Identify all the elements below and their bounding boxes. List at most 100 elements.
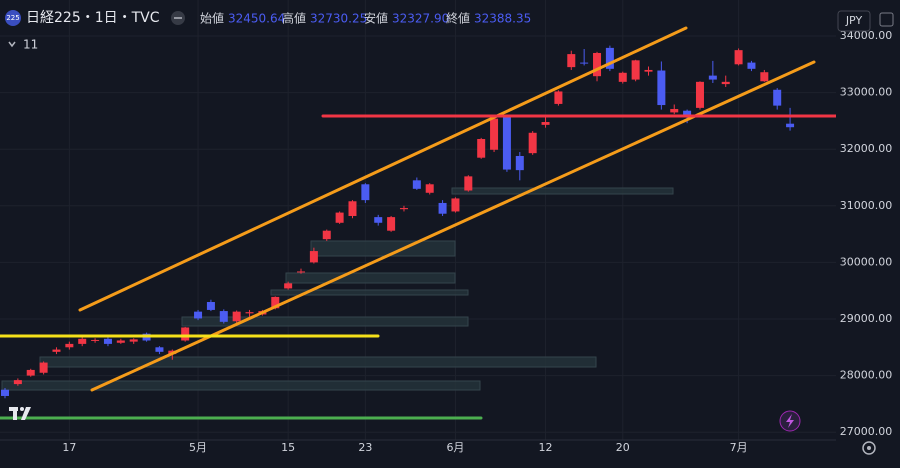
zone — [285, 272, 456, 284]
candle-body — [284, 283, 293, 289]
y-tick-label: 30000.00 — [840, 255, 893, 268]
candle-body — [194, 311, 203, 319]
y-tick-label: 34000.00 — [840, 29, 893, 42]
candle-body — [451, 198, 460, 212]
order-blocks — [1, 187, 674, 391]
x-tick-label: 5月 — [189, 441, 207, 454]
candle-body — [773, 89, 782, 106]
candle-body — [464, 176, 473, 191]
candle-body — [155, 347, 164, 352]
ohlc-label: 終値 — [446, 11, 470, 26]
logo-part — [13, 407, 17, 420]
candle-body — [387, 217, 396, 231]
candle-body — [374, 217, 383, 223]
y-tick-label: 27000.00 — [840, 425, 893, 438]
candle-body — [103, 338, 112, 344]
candle-body — [1, 389, 9, 396]
axis-menu[interactable] — [879, 12, 894, 27]
candle-body — [567, 54, 576, 68]
candle-body — [116, 340, 125, 343]
symbol-logo-text: 225 — [6, 14, 19, 22]
candle-body — [361, 184, 370, 201]
x-tick-label: 17 — [62, 441, 76, 454]
symbol-logo — [5, 10, 21, 26]
candle-body — [593, 52, 602, 77]
candle-body — [683, 110, 692, 117]
candle-body — [618, 72, 627, 82]
candle-body — [721, 81, 730, 85]
candle-body — [605, 47, 614, 69]
candle-body — [708, 75, 717, 80]
candle-body — [271, 296, 280, 309]
collapse-icon[interactable] — [8, 41, 16, 48]
candle-body — [760, 72, 769, 82]
candle-body — [91, 339, 100, 341]
candle-body — [129, 339, 138, 342]
candle-body — [52, 349, 61, 352]
candle-body — [644, 69, 653, 72]
candle-body — [232, 311, 241, 322]
ohlc-value: 32450.64 — [228, 12, 285, 26]
candle-body — [297, 271, 306, 273]
ohlc-value: 32388.35 — [474, 12, 531, 26]
candle-body — [206, 302, 215, 310]
candle-body — [412, 180, 421, 189]
x-tick-label: 15 — [281, 441, 295, 454]
candle-body — [580, 62, 589, 64]
tv-logo — [9, 407, 31, 420]
x-tick-label: 7月 — [730, 441, 748, 454]
zone — [181, 316, 469, 327]
indicator-count: 11 — [23, 38, 38, 52]
settings-button[interactable] — [862, 441, 876, 455]
x-tick-label: 20 — [616, 441, 630, 454]
candle-body — [348, 201, 357, 216]
candle-body — [335, 212, 344, 223]
ohlc-value: 32730.25 — [310, 12, 367, 26]
candle-body — [322, 230, 331, 240]
ohlc-label: 高値 — [282, 11, 306, 26]
candle-body — [502, 117, 511, 170]
candle-body — [657, 70, 666, 106]
candle-body — [541, 122, 550, 125]
zone — [310, 240, 456, 257]
currency-box[interactable] — [837, 10, 871, 32]
zone — [39, 356, 597, 368]
candle-body — [786, 123, 795, 128]
channel-line — [78, 26, 688, 312]
x-tick-label: 23 — [358, 441, 372, 454]
candle-body — [78, 338, 87, 344]
candle-body — [477, 139, 486, 158]
zone — [451, 187, 674, 195]
ohlc-label: 始値 — [200, 11, 224, 26]
ohlc-label: 安値 — [364, 11, 388, 26]
candle-body — [13, 380, 22, 385]
y-tick-label: 31000.00 — [840, 199, 893, 212]
axes: 27000.00 28000.00 29000.00 30000.00 31000.00… — [62, 29, 892, 454]
candle-body — [309, 251, 318, 263]
x-tick-label: 12 — [539, 441, 553, 454]
candle-body — [26, 369, 35, 376]
candle-body — [554, 91, 563, 104]
settings-icon — [867, 446, 871, 450]
candle-body — [425, 184, 434, 193]
y-tick-label: 29000.00 — [840, 312, 893, 325]
alert-icon — [786, 414, 794, 428]
candle-body — [515, 155, 524, 171]
x-tick-label: 6月 — [446, 441, 464, 454]
symbol-title: 日経225・1日・TVC — [26, 10, 160, 26]
candle-body — [695, 81, 704, 108]
candle-body — [490, 118, 499, 150]
y-tick-label: 33000.00 — [840, 86, 893, 99]
candle-body — [631, 60, 640, 80]
ohlc-value: 32327.90 — [392, 12, 449, 26]
candle-body — [181, 327, 190, 341]
candle-body — [670, 109, 679, 113]
currency[interactable]: JPY — [845, 14, 863, 27]
candle-body — [245, 312, 254, 314]
candle-body — [399, 208, 408, 210]
candle-body — [747, 62, 756, 69]
